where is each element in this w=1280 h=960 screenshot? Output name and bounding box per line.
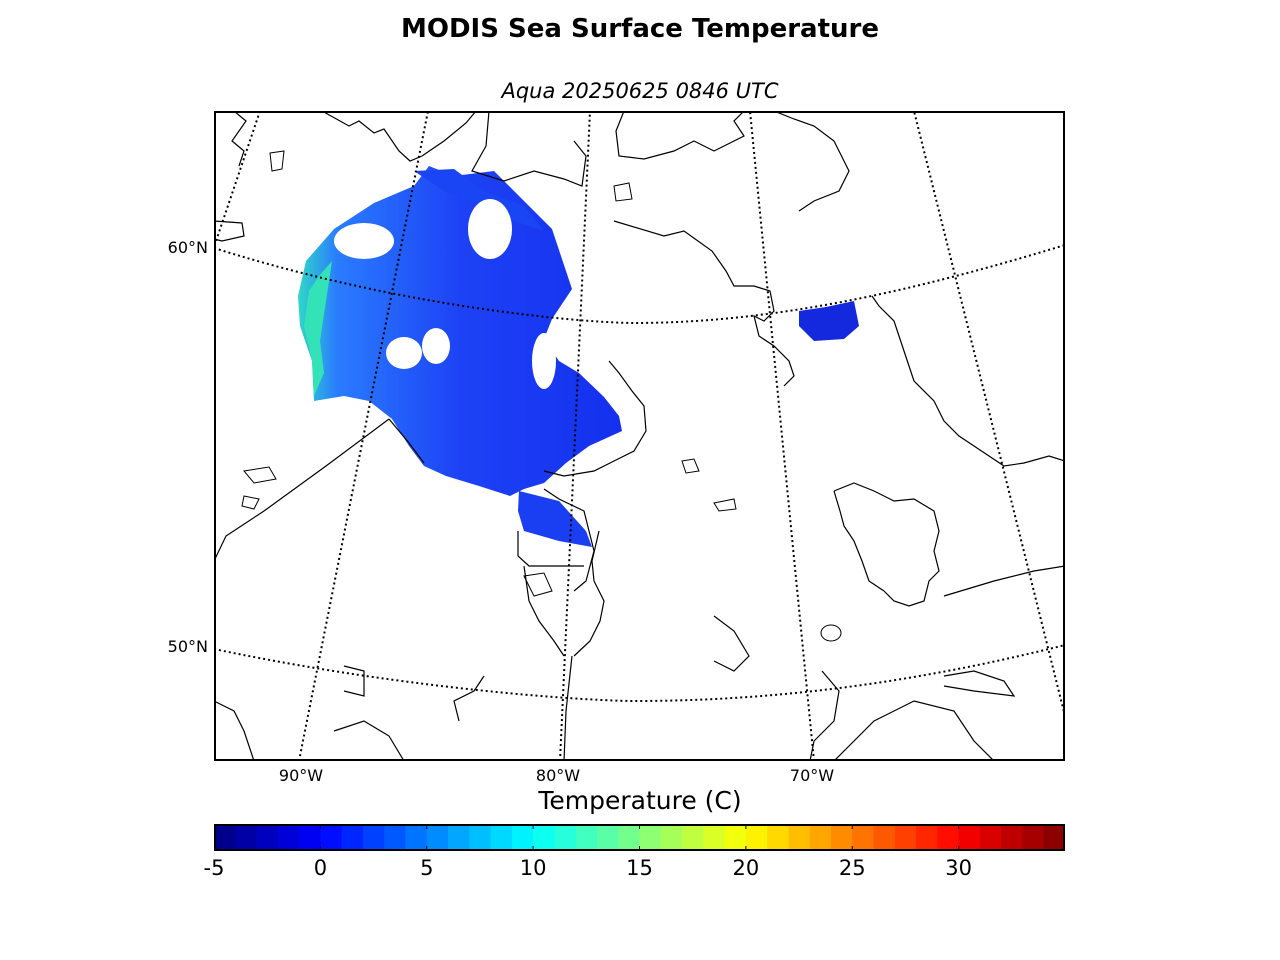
lake-3 <box>713 498 737 512</box>
colorbar-segment <box>596 824 619 851</box>
colorbar-tick-label: 5 <box>420 856 434 880</box>
colorbar-segment <box>937 824 960 851</box>
sst-hudson-bay <box>298 166 622 496</box>
meridian-80w <box>559 111 591 761</box>
colorbar-segment <box>384 824 407 851</box>
colorbar-segment <box>873 824 896 851</box>
sst-james-bay <box>518 491 592 547</box>
colorbar-segment <box>979 824 1002 851</box>
colorbar-segment <box>958 824 981 851</box>
lon-label-80w: 80°W <box>535 766 581 785</box>
colorbar-segment <box>235 824 258 851</box>
colorbar-tick-label: -5 <box>203 856 225 880</box>
sst-west-coast-warm <box>304 261 332 396</box>
map-canvas <box>214 111 1065 761</box>
colorbar-segment <box>277 824 300 851</box>
lat-label-50n: 50°N <box>167 637 208 656</box>
colorbar-segment <box>320 824 343 851</box>
colorbar-segment <box>788 824 811 851</box>
sst-foxe-basin <box>414 169 544 231</box>
colorbar-tick-label: 30 <box>945 856 972 880</box>
lake-4 <box>820 624 842 642</box>
colorbar-segment <box>299 824 321 851</box>
lake-1 <box>523 572 553 597</box>
meridian-70w <box>749 111 815 761</box>
colorbar-label: Temperature (C) <box>538 786 742 815</box>
lake-8 <box>269 150 285 172</box>
colorbar-segment <box>256 824 279 851</box>
sst-ungava-bay <box>799 301 859 341</box>
colorbar-segment <box>639 824 662 851</box>
colorbar-border <box>214 824 1065 851</box>
colorbar-segment <box>533 824 556 851</box>
lake-5 <box>243 466 277 484</box>
colorbar-tick-label: 20 <box>732 856 760 880</box>
colorbar-segment <box>660 824 683 851</box>
map-title: MODIS Sea Surface Temperature <box>401 14 879 44</box>
colorbar-segment <box>362 824 385 851</box>
colorbar-segment <box>448 824 470 851</box>
colorbar-segment <box>745 824 768 851</box>
colorbar-segment <box>511 824 534 851</box>
colorbar-segment <box>341 824 364 851</box>
meridian-60w <box>913 111 1065 717</box>
colorbar-tick-label: 0 <box>313 856 328 880</box>
colorbar-segment <box>405 824 428 851</box>
lake-2 <box>681 458 700 474</box>
colorbar-segment <box>703 824 726 851</box>
parallel-50n <box>214 644 1065 703</box>
colorbar-segment <box>426 824 449 851</box>
colorbar-segment <box>1022 824 1045 851</box>
coastlines <box>214 111 1065 761</box>
lake-6 <box>241 495 260 510</box>
colorbar-segment <box>916 824 938 851</box>
colorbar-segment <box>682 824 704 851</box>
colorbar-segment <box>894 824 917 851</box>
colorbar-segment <box>830 824 853 851</box>
lake-7 <box>613 182 633 202</box>
lat-label-60n: 60°N <box>167 238 208 257</box>
colorbar-segment <box>852 824 875 851</box>
colorbar-canvas <box>213 824 1066 851</box>
colorbar <box>213 824 1066 851</box>
colorbar-segment <box>767 824 790 851</box>
colorbar-tick-label: 25 <box>838 856 866 880</box>
colorbar-tick-label: 15 <box>626 856 653 880</box>
meridian-90w <box>214 111 261 248</box>
colorbar-segment <box>618 824 641 851</box>
colorbar-segment <box>1043 824 1066 851</box>
colorbar-tick-label: 10 <box>519 856 547 880</box>
map-panel <box>214 111 1065 761</box>
colorbar-segment <box>469 824 492 851</box>
meridian-90w-lower <box>298 111 429 761</box>
map-subtitle: Aqua 20250625 0846 UTC <box>501 79 779 103</box>
colorbar-segment <box>1001 824 1024 851</box>
colorbar-segment <box>809 824 832 851</box>
lon-label-90w: 90°W <box>278 766 324 785</box>
parallel-60n <box>214 244 1065 325</box>
colorbar-segment <box>575 824 598 851</box>
colorbar-segment <box>724 824 747 851</box>
lon-label-70w: 70°W <box>789 766 835 785</box>
colorbar-segment <box>490 824 513 851</box>
colorbar-segment <box>554 824 577 851</box>
colorbar-segment <box>214 824 236 851</box>
